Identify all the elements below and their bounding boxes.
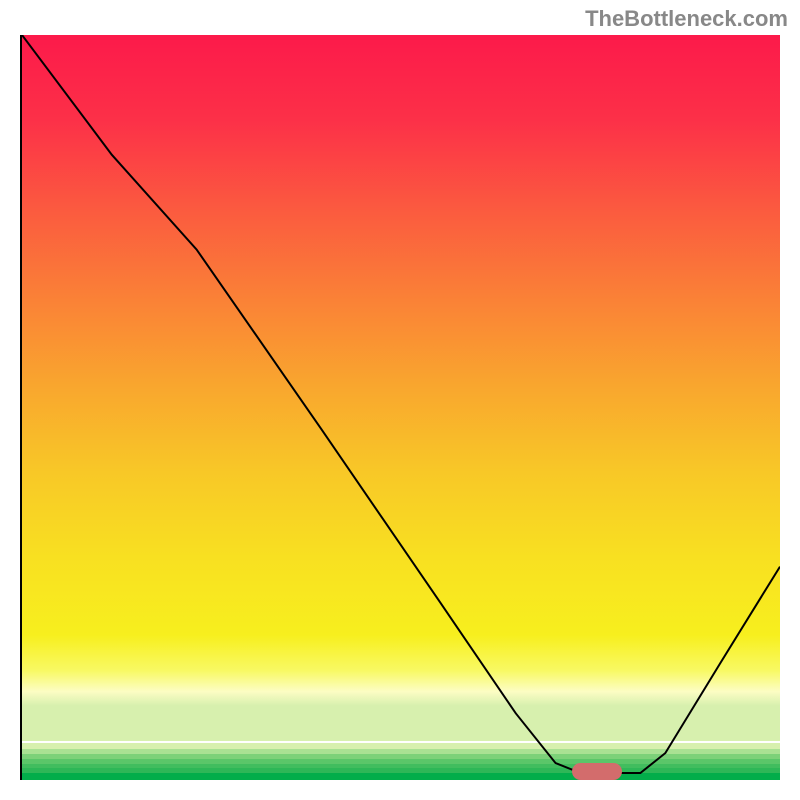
- curve-path: [22, 35, 780, 773]
- bottleneck-curve: [22, 35, 780, 778]
- watermark-text: TheBottleneck.com: [585, 6, 788, 32]
- optimal-marker: [572, 763, 622, 780]
- chart-area: [20, 35, 780, 780]
